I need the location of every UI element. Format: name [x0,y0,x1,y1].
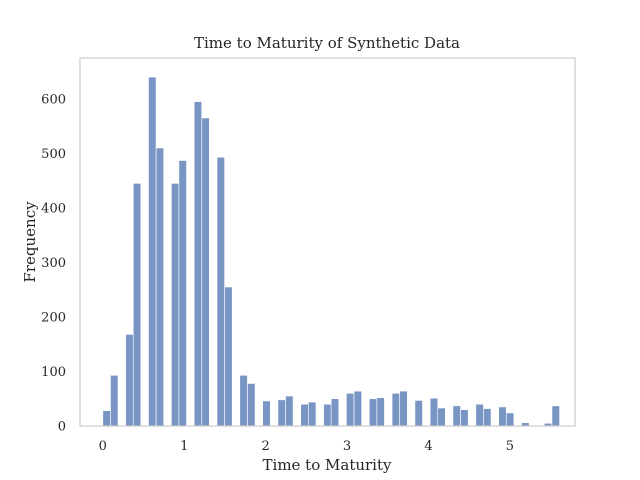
histogram-bar [224,286,233,427]
bars-group [102,76,560,427]
histogram-bar [155,147,165,427]
histogram-bar [330,398,340,427]
y-tick-label: 200 [41,310,66,325]
histogram-bar [201,117,210,427]
histogram-bar [452,405,461,427]
histogram-bar [505,412,515,427]
histogram-bar [376,397,385,427]
histogram-bar [277,399,286,427]
histogram-bar [193,101,203,427]
histogram-bar [399,390,408,427]
histogram-bar [239,374,248,427]
histogram-bar [551,405,560,427]
histogram-bar [323,403,332,427]
chart-title: Time to Maturity of Synthetic Data [194,34,460,52]
x-tick-label: 1 [180,439,188,454]
histogram-bar [346,392,355,427]
x-axis-ticks: 0 1 2 3 4 5 [99,439,514,454]
y-tick-label: 500 [41,147,66,162]
histogram-bar [308,401,317,427]
histogram-bar [171,183,180,427]
x-tick-label: 3 [343,439,351,454]
y-axis-ticks: 0 100 200 300 400 500 600 [41,92,66,434]
histogram-bar [132,183,142,427]
histogram-bar [102,410,111,427]
histogram-bar [429,397,439,427]
histogram-bar [353,390,362,427]
x-tick-label: 2 [261,439,269,454]
histogram-bar [300,403,309,427]
histogram-bar [498,406,507,427]
y-tick-label: 400 [41,201,66,216]
histogram-bar [247,383,256,427]
histogram-bar [368,398,378,427]
histogram-bar [414,400,423,427]
histogram-bar [483,408,492,427]
histogram-bar [475,403,484,427]
histogram-bar [285,395,294,427]
y-tick-label: 300 [41,256,66,271]
histogram-bar [437,407,446,427]
histogram-bar [262,400,271,427]
histogram-bar [148,76,157,427]
y-tick-label: 600 [41,92,66,107]
histogram-bar [125,334,134,427]
y-tick-label: 100 [41,365,66,380]
histogram-bar [391,392,400,427]
x-tick-label: 5 [506,439,514,454]
histogram-bar [110,374,119,427]
x-axis-label: Time to Maturity [263,456,392,474]
histogram-bar [460,409,469,427]
y-tick-label: 0 [58,420,66,435]
histogram-bar [216,156,225,427]
x-tick-label: 4 [424,439,432,454]
x-tick-label: 0 [99,439,107,454]
y-axis-label: Frequency [21,201,39,283]
plot-frame [79,57,576,427]
histogram-bar [178,160,187,427]
